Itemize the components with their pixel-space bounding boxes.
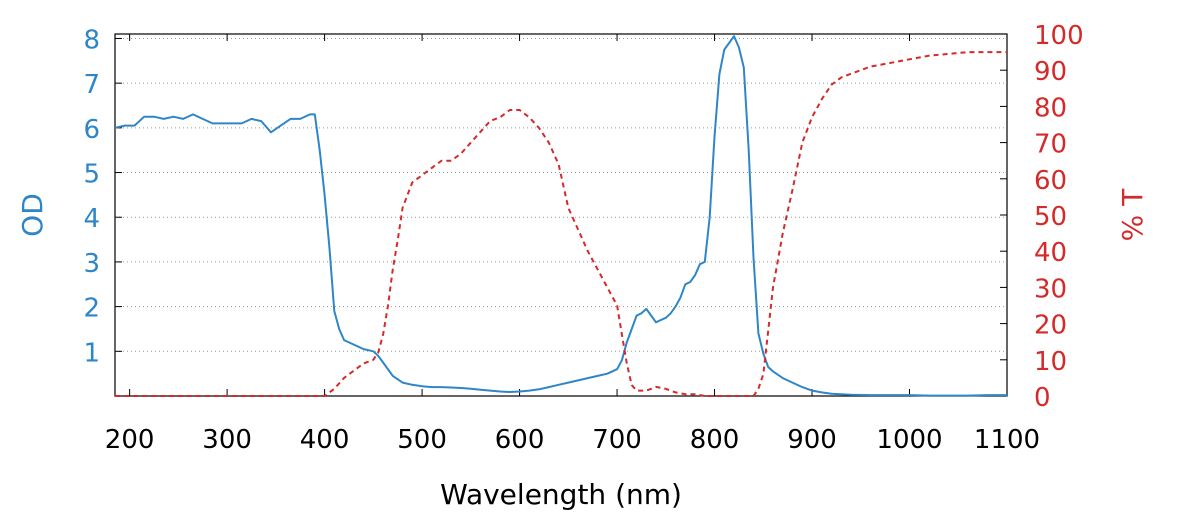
x-axis-label: Wavelength (nm)	[440, 478, 682, 511]
x-tick-label-5: 700	[592, 425, 642, 455]
y-left-tick-label-2: 3	[83, 249, 100, 279]
transmission-series-line	[115, 51, 1007, 397]
x-tick-label-6: 800	[690, 425, 740, 455]
od-series-line	[114, 35, 1007, 397]
y-right-tick-label-2: 20	[1034, 311, 1067, 341]
y-left-tick-label-7: 8	[83, 25, 100, 55]
x-tick-label-2: 400	[300, 425, 350, 455]
y-right-tick-label-1: 10	[1034, 347, 1067, 377]
y-left-tick-label-1: 2	[83, 294, 100, 324]
y-right-tick-label-4: 40	[1034, 238, 1067, 268]
y-left-tick-label-3: 4	[83, 204, 100, 234]
plot-area-frame	[114, 33, 1008, 397]
y-axis-right-label: % T	[1116, 188, 1149, 242]
grid	[115, 37, 1007, 352]
x-tick-label-8: 1000	[876, 425, 942, 455]
x-tick-label-7: 900	[787, 425, 837, 455]
ticks	[115, 33, 1008, 397]
x-tick-label-1: 300	[202, 425, 252, 455]
y-right-tick-label-0: 0	[1034, 383, 1051, 413]
y-left-tick-label-4: 5	[83, 160, 100, 190]
y-right-tick-label-3: 30	[1034, 274, 1067, 304]
y-right-tick-label-5: 50	[1034, 202, 1067, 232]
y-left-tick-label-0: 1	[83, 338, 100, 368]
x-tick-label-9: 1100	[974, 425, 1040, 455]
series-group	[114, 35, 1007, 397]
y-left-tick-label-5: 6	[83, 115, 100, 145]
y-right-tick-label-8: 80	[1034, 93, 1067, 123]
y-axis-left-label: OD	[16, 193, 49, 237]
y-right-tick-label-10: 100	[1034, 21, 1084, 51]
x-tick-label-0: 200	[105, 425, 155, 455]
y-right-tick-label-7: 70	[1034, 130, 1067, 160]
y-right-tick-label-9: 90	[1034, 57, 1067, 87]
y-left-tick-label-6: 7	[83, 70, 100, 100]
y-right-tick-label-6: 60	[1034, 166, 1067, 196]
x-tick-label-3: 500	[397, 425, 447, 455]
x-tick-label-4: 600	[495, 425, 545, 455]
